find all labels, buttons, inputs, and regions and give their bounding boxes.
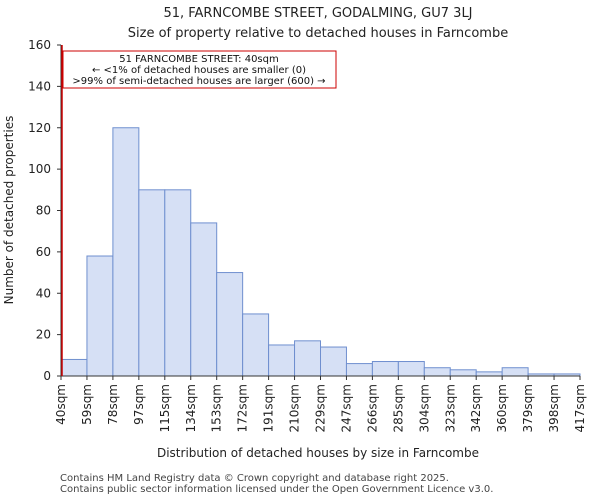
y-tick-label: 40 <box>36 286 51 300</box>
bar-266sqm <box>371 361 399 377</box>
annotation-line-3: >99% of semi-detached houses are larger … <box>72 76 325 87</box>
y-tick-label: 60 <box>36 245 51 259</box>
x-tick-label: 379sqm <box>521 384 535 432</box>
y-tick-label: 120 <box>28 121 51 135</box>
annotation-box: 51 FARNCOMBE STREET: 40sqm ← <1% of deta… <box>62 50 337 89</box>
x-tick-label: 59sqm <box>80 384 94 425</box>
y-tick-label: 160 <box>28 38 51 52</box>
bar-285sqm <box>397 361 425 377</box>
bar-247sqm <box>345 363 373 377</box>
x-axis-label: Distribution of detached houses by size … <box>157 446 479 460</box>
x-tick-label: 134sqm <box>184 384 198 432</box>
bar-342sqm <box>475 371 503 377</box>
y-axis: 0 20 40 60 80 100 120 140 160 <box>28 38 62 383</box>
y-tick-label: 20 <box>36 328 51 342</box>
x-tick-label: 153sqm <box>210 384 224 432</box>
x-axis: 40sqm 59sqm 78sqm 97sqm 115sqm 134sqm 153sqm 17… <box>54 375 587 432</box>
x-tick-label: 417sqm <box>573 384 587 432</box>
bar-115sqm <box>164 189 192 377</box>
bar-323sqm <box>449 369 477 377</box>
x-tick-label: 398sqm <box>547 384 561 432</box>
annotation-rect <box>62 50 337 89</box>
x-tick-label: 285sqm <box>391 384 405 432</box>
x-tick-label: 40sqm <box>54 384 68 425</box>
x-tick-label: 323sqm <box>443 384 457 432</box>
y-tick-label: 140 <box>28 79 51 93</box>
bars-group <box>60 127 581 377</box>
x-tick-label: 247sqm <box>339 384 353 432</box>
x-tick-label: 266sqm <box>365 384 379 432</box>
bar-210sqm <box>294 340 321 377</box>
x-tick-label: 360sqm <box>495 384 509 432</box>
x-tick-label: 78sqm <box>106 384 120 425</box>
footer-line-1: Contains HM Land Registry data © Crown c… <box>60 473 449 484</box>
x-tick-label: 172sqm <box>236 384 250 432</box>
bar-360sqm <box>501 367 529 377</box>
x-tick-label: 97sqm <box>132 384 146 425</box>
x-tick-label: 115sqm <box>158 384 172 432</box>
y-tick-label: 0 <box>43 369 51 383</box>
footer-line-2: Contains public sector information licen… <box>60 484 494 495</box>
y-axis-label: Number of detached properties <box>2 116 16 305</box>
x-tick-label: 342sqm <box>469 384 483 432</box>
bar-304sqm <box>423 367 451 377</box>
bar-191sqm <box>268 344 296 377</box>
x-tick-label: 210sqm <box>288 384 302 432</box>
bar-78sqm <box>112 127 140 377</box>
y-tick-label: 100 <box>28 162 51 176</box>
x-tick-label: 191sqm <box>262 384 276 432</box>
chart-subtitle: Size of property relative to detached ho… <box>128 26 508 41</box>
chart-title: 51, FARNCOMBE STREET, GODALMING, GU7 3LJ <box>163 6 472 21</box>
bar-97sqm <box>138 189 166 377</box>
annotation-line-1: 51 FARNCOMBE STREET: 40sqm <box>119 54 278 65</box>
y-tick-label: 80 <box>36 204 51 218</box>
bar-172sqm <box>242 313 270 377</box>
bar-134sqm <box>190 222 218 377</box>
annotation-line-2: ← <1% of detached houses are smaller (0) <box>92 65 306 76</box>
x-tick-label: 229sqm <box>314 384 328 432</box>
x-tick-label: 304sqm <box>417 384 431 432</box>
bar-153sqm <box>216 272 244 377</box>
bar-59sqm <box>86 255 114 377</box>
bar-40sqm <box>60 358 88 377</box>
bar-229sqm <box>320 346 347 377</box>
